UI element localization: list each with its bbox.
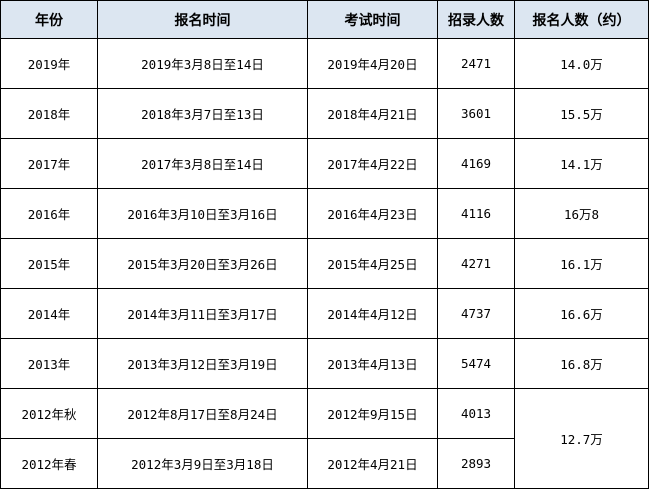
- hired-cell: 3601: [437, 88, 515, 139]
- exam-cell: 2013年4月13日: [307, 338, 438, 389]
- exam-cell: 2016年4月23日: [307, 188, 438, 239]
- hired-cell: 4169: [437, 138, 515, 189]
- applicants-cell: 16.6万: [514, 288, 649, 339]
- year-cell: 2012年秋: [0, 388, 98, 439]
- header-year: 年份: [0, 0, 98, 39]
- exam-cell: 2017年4月22日: [307, 138, 438, 189]
- table-row: 2013年 2013年3月12日至3月19日 2013年4月13日 5474 16.8万: [0, 338, 649, 389]
- registration-cell: 2013年3月12日至3月19日: [97, 338, 308, 389]
- hired-cell: 4116: [437, 188, 515, 239]
- applicants-cell: 14.0万: [514, 38, 649, 89]
- exam-cell: 2015年4月25日: [307, 238, 438, 289]
- registration-cell: 2017年3月8日至14日: [97, 138, 308, 189]
- table-row: 2017年 2017年3月8日至14日 2017年4月22日 4169 14.1万: [0, 138, 649, 189]
- year-cell: 2015年: [0, 238, 98, 289]
- applicants-cell: 15.5万: [514, 88, 649, 139]
- hired-cell: 5474: [437, 338, 515, 389]
- year-cell: 2012年春: [0, 438, 98, 489]
- year-cell: 2013年: [0, 338, 98, 389]
- table-row: 2012年春 2012年3月9日至3月18日 2012年4月21日 2893: [0, 438, 649, 489]
- applicants-cell: 12.7万: [514, 388, 649, 489]
- table-row: 2018年 2018年3月7日至13日 2018年4月21日 3601 15.5万: [0, 88, 649, 139]
- header-exam-time: 考试时间: [307, 0, 438, 39]
- year-cell: 2018年: [0, 88, 98, 139]
- header-hired-count: 招录人数: [437, 0, 515, 39]
- registration-cell: 2019年3月8日至14日: [97, 38, 308, 89]
- registration-cell: 2015年3月20日至3月26日: [97, 238, 308, 289]
- hired-cell: 2893: [437, 438, 515, 489]
- header-applicant-count: 报名人数（约）: [514, 0, 649, 39]
- table-row: 2016年 2016年3月10日至3月16日 2016年4月23日 4116 16万8: [0, 188, 649, 239]
- table-row: 2012年秋 2012年8月17日至8月24日 2012年9月15日 4013 12.7…: [0, 388, 649, 489]
- registration-cell: 2018年3月7日至13日: [97, 88, 308, 139]
- applicants-cell: 16.1万: [514, 238, 649, 289]
- applicants-cell: 16万8: [514, 188, 649, 239]
- exam-cell: 2018年4月21日: [307, 88, 438, 139]
- year-cell: 2019年: [0, 38, 98, 89]
- exam-cell: 2012年9月15日: [307, 388, 438, 439]
- hired-cell: 4271: [437, 238, 515, 289]
- year-cell: 2016年: [0, 188, 98, 239]
- registration-cell: 2016年3月10日至3月16日: [97, 188, 308, 239]
- header-row: 年份 报名时间 考试时间 招录人数 报名人数（约）: [0, 0, 649, 39]
- exam-cell: 2014年4月12日: [307, 288, 438, 339]
- applicants-cell: 14.1万: [514, 138, 649, 189]
- header-registration-time: 报名时间: [97, 0, 308, 39]
- year-cell: 2014年: [0, 288, 98, 339]
- applicants-cell: 16.8万: [514, 338, 649, 389]
- hired-cell: 4737: [437, 288, 515, 339]
- hired-cell: 2471: [437, 38, 515, 89]
- table-row: 2014年 2014年3月11日至3月17日 2014年4月12日 4737 16.6万: [0, 288, 649, 339]
- hired-cell: 4013: [437, 388, 515, 439]
- year-cell: 2017年: [0, 138, 98, 189]
- exam-cell: 2012年4月21日: [307, 438, 438, 489]
- registration-cell: 2012年8月17日至8月24日: [97, 388, 308, 439]
- table-row: 2019年 2019年3月8日至14日 2019年4月20日 2471 14.0万: [0, 38, 649, 89]
- registration-cell: 2014年3月11日至3月17日: [97, 288, 308, 339]
- registration-cell: 2012年3月9日至3月18日: [97, 438, 308, 489]
- exam-cell: 2019年4月20日: [307, 38, 438, 89]
- table-row: 2015年 2015年3月20日至3月26日 2015年4月25日 4271 16.1万: [0, 238, 649, 289]
